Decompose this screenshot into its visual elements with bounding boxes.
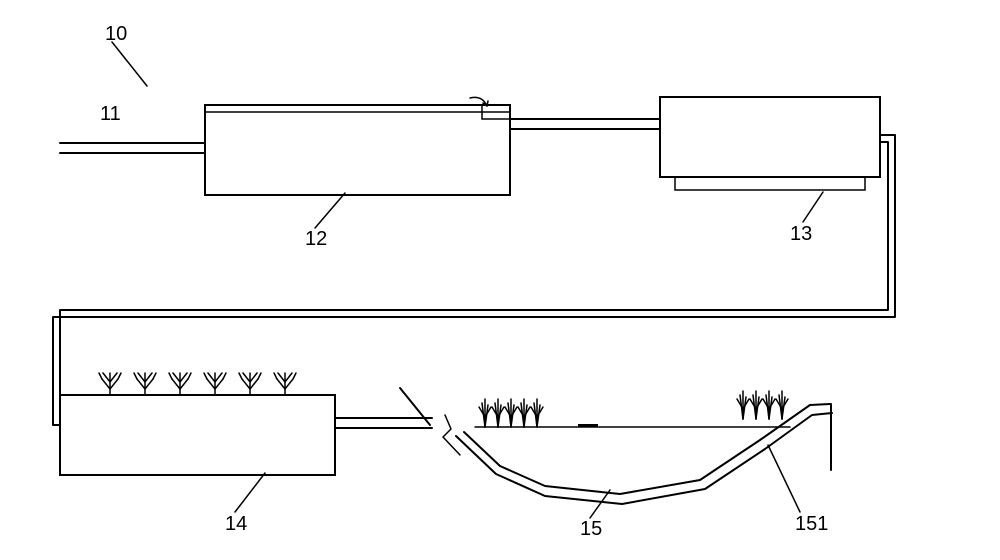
svg-text:14: 14 [225,513,247,535]
svg-text:15: 15 [580,518,602,540]
svg-text:11: 11 [100,103,121,125]
svg-text:12: 12 [305,228,327,250]
svg-text:10: 10 [105,23,127,45]
svg-text:151: 151 [795,513,828,535]
svg-text:13: 13 [790,223,812,245]
